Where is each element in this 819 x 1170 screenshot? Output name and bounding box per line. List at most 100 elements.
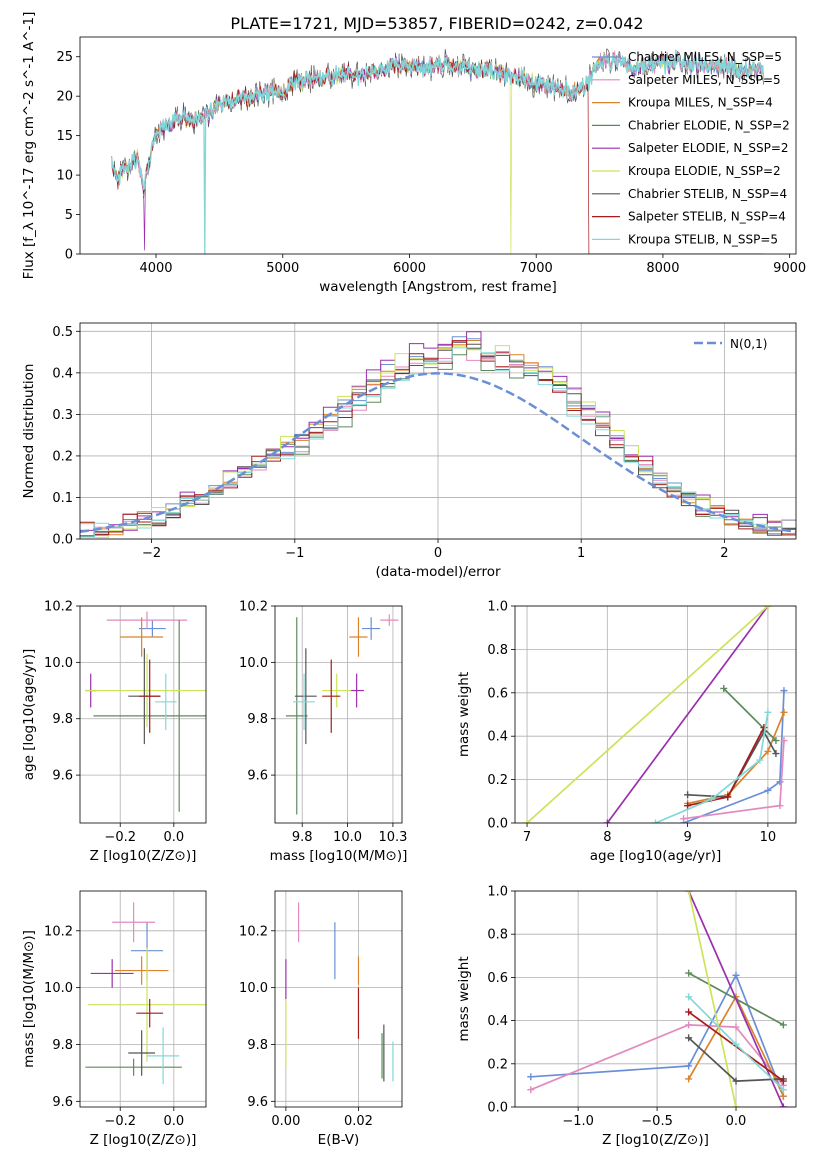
- y-tick-label: 0.4: [487, 1014, 508, 1029]
- axes-frame: [79, 605, 207, 824]
- plot-area: [285, 902, 394, 1082]
- mass-weight-marker: [685, 993, 693, 1001]
- axes-frame: [79, 890, 207, 1108]
- legend-entry: Kroupa STELIB, N_SSP=5: [628, 232, 778, 246]
- errorbar-point: [322, 659, 341, 733]
- y-tick-label: 0.0: [487, 1101, 508, 1116]
- mass-weight-marker: [652, 819, 659, 823]
- plot-area: [80, 331, 796, 538]
- y-tick-label: 5: [65, 208, 73, 223]
- x-tick-label: 10.3: [378, 830, 407, 845]
- plots: 4000 5000 6000 7000 8000 90000510152025wavele…: [21, 12, 806, 1148]
- x-tick-label: 8000: [646, 261, 679, 276]
- mass-weight-marker: [772, 750, 780, 758]
- residual-histogram-step: [80, 347, 796, 538]
- axes-frame: [79, 36, 797, 255]
- mass-weight-marker: [779, 1092, 787, 1100]
- x-tick-label: 10: [760, 830, 777, 845]
- panel-spectrum: 4000 5000 6000 7000 8000 9000 0 5 10 15 20 25 wavele…: [21, 12, 806, 295]
- mass-weight-marker: [527, 1086, 535, 1094]
- mass-weight-marker: [764, 786, 772, 794]
- plot-area: [85, 611, 206, 812]
- y-tick-label: 1.0: [487, 885, 508, 900]
- y-tick-label: 10.0: [239, 656, 268, 671]
- y-tick-label: 0.2: [52, 449, 73, 464]
- mass-weight-marker: [523, 819, 531, 823]
- x-axis-label: Z [log10(Z/Z⊙)]: [602, 1132, 709, 1148]
- y-axis-label: mass weight: [456, 956, 472, 1041]
- x-tick-label: 9: [683, 830, 691, 845]
- mass-weight-series-line: [687, 711, 785, 805]
- errorbar-point: [114, 956, 169, 985]
- plot-area: [523, 606, 788, 823]
- axes-frame: [514, 605, 797, 824]
- y-tick-label: 10.2: [239, 600, 268, 615]
- axes-frame: [274, 605, 403, 824]
- y-tick-label: 9.6: [52, 769, 73, 784]
- x-axis-label: E(B-V): [318, 1132, 360, 1148]
- plot-area: [527, 891, 787, 1107]
- mass-weight-marker: [779, 1103, 787, 1107]
- mass-weight-marker: [527, 1073, 535, 1081]
- mass-weight-series-line: [655, 712, 769, 823]
- mass-weight-marker: [732, 1040, 740, 1048]
- mass-weight-marker: [724, 793, 732, 801]
- legend-entry: Chabrier MILES, N_SSP=5: [628, 50, 782, 64]
- x-tick-label: 5000: [266, 261, 299, 276]
- axes-frame: [79, 322, 797, 540]
- mass-weight-marker: [732, 971, 740, 979]
- panel-age-vs-mass: 9.8 10.0 10.3 9.6 9.8 10.0 10.2 mass [log10(M/M…: [239, 600, 407, 865]
- mass-weight-marker: [685, 1021, 693, 1029]
- panel-residuals: −2 −1 0 1 2 0.0 0.1 0.2 0.3 0.4 0.5 (data-model)/er…: [21, 322, 797, 580]
- y-tick-label: 0.8: [487, 928, 508, 943]
- y-tick-label: 9.8: [247, 712, 268, 727]
- x-tick-label: −1.0: [562, 1114, 594, 1129]
- y-tick-label: 0.4: [487, 730, 508, 745]
- mass-weight-marker: [764, 747, 772, 755]
- y-tick-label: 0.8: [487, 643, 508, 658]
- y-tick-label: 1.0: [487, 600, 508, 615]
- legend-entry: Kroupa ELODIE, N_SSP=2: [628, 164, 781, 178]
- y-tick-label: 0.0: [52, 533, 73, 548]
- y-axis-label: Normed distribution: [21, 364, 37, 499]
- mass-weight-marker: [684, 791, 692, 799]
- x-tick-label: 9.8: [292, 830, 313, 845]
- mass-weight-series-line: [683, 690, 785, 823]
- axes-frame: [274, 890, 403, 1108]
- x-axis-label: Z [log10(Z/Z⊙)]: [90, 848, 197, 864]
- y-tick-label: 0.2: [487, 1057, 508, 1072]
- x-axis-label: Z [log10(Z/Z⊙)]: [90, 1132, 197, 1148]
- x-tick-label: 9000: [773, 261, 806, 276]
- y-tick-label: 9.8: [52, 1038, 73, 1053]
- mass-weight-marker: [764, 708, 772, 716]
- mass-weight-series-line: [687, 730, 777, 798]
- mass-weight-marker: [779, 1077, 787, 1085]
- y-tick-label: 0.2: [487, 773, 508, 788]
- mass-weight-marker: [708, 795, 716, 803]
- mass-weight-marker: [685, 1008, 693, 1016]
- mass-weight-marker: [779, 1021, 787, 1029]
- residual-histogram-step: [80, 341, 796, 537]
- errorbar-point: [85, 653, 206, 728]
- errorbar-point: [128, 1030, 156, 1076]
- errorbar-point: [120, 617, 164, 657]
- x-tick-label: 8: [603, 830, 611, 845]
- mass-weight-series-line: [606, 606, 769, 823]
- errorbar-point: [112, 902, 156, 943]
- mass-weight-marker: [684, 802, 692, 810]
- y-tick-label: 25: [56, 50, 73, 65]
- x-tick-label: −2: [142, 546, 161, 561]
- errorbar-point: [155, 673, 177, 730]
- plot-area: [285, 614, 399, 815]
- x-tick-label: −1: [285, 546, 304, 561]
- mass-weight-marker: [780, 687, 788, 695]
- y-tick-label: 15: [56, 129, 73, 144]
- y-tick-label: 10.2: [44, 924, 73, 939]
- legend-entry: Kroupa MILES, N_SSP=4: [628, 96, 773, 110]
- y-tick-label: 10.0: [44, 981, 73, 996]
- y-tick-label: 0.4: [52, 366, 73, 381]
- y-tick-label: 10.2: [239, 924, 268, 939]
- legend-entry: Chabrier STELIB, N_SSP=4: [628, 187, 787, 201]
